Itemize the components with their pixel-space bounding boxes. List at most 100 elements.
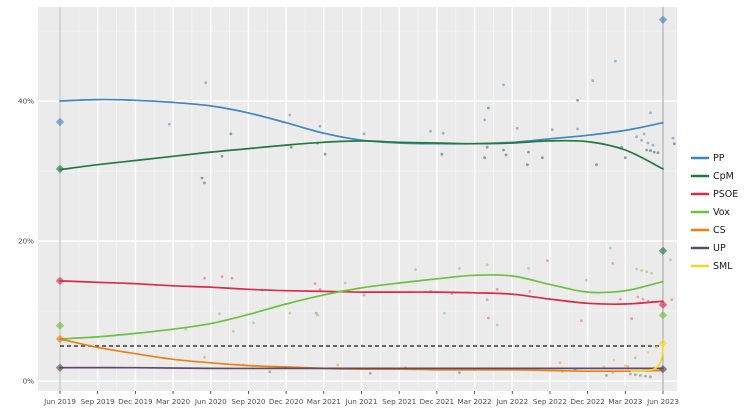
- poll-point-up: [458, 371, 461, 374]
- x-axis-label: Jun 2023: [646, 397, 679, 406]
- x-axis-label: Jun 2022: [495, 397, 528, 406]
- x-axis-label: Mar 2022: [457, 397, 491, 406]
- election-result-cpm-jun-2019: [55, 164, 65, 174]
- poll-point-pp: [651, 143, 655, 147]
- x-axis-label: Sep 2020: [231, 397, 266, 406]
- poll-point-vox: [218, 312, 221, 316]
- poll-point-vox: [584, 278, 588, 282]
- poll-point-pp: [576, 127, 579, 131]
- poll-point-vox: [414, 268, 417, 272]
- poll-point-psoe: [618, 297, 622, 301]
- x-axis-label: Jun 2020: [194, 397, 227, 406]
- poll-point-psoe: [636, 295, 640, 299]
- y-axis-label-20%: 20%: [18, 237, 34, 246]
- poll-point-psoe: [230, 276, 234, 280]
- poll-point-sml: [646, 350, 650, 354]
- poll-point-cpm: [440, 152, 444, 156]
- election-result-cs-jun-2019: [55, 334, 65, 344]
- trend-line-up: [59, 366, 664, 370]
- x-axis-label: Dec 2019: [118, 397, 153, 406]
- poll-point-vox: [650, 271, 654, 275]
- poll-point-psoe: [495, 287, 499, 291]
- poll-point-cpm: [649, 149, 652, 153]
- poll-point-cpm: [652, 150, 656, 154]
- poll-point-up: [638, 374, 642, 377]
- election-result-sml-jun-2023: [658, 339, 668, 348]
- y-axis-label-40%: 40%: [18, 97, 34, 106]
- plot-background: [38, 7, 677, 391]
- poll-point-up: [633, 373, 637, 377]
- poll-point-psoe: [318, 287, 322, 291]
- poll-point-pp: [613, 59, 617, 63]
- poll-point-psoe: [485, 298, 489, 302]
- poll-point-pp: [640, 138, 644, 142]
- poll-point-cpm: [527, 150, 530, 154]
- poll-point-vox: [608, 246, 612, 250]
- legend-label-cs: CS: [713, 225, 726, 236]
- election-result-vox-jun-2023: [658, 311, 668, 320]
- poll-point-cpm: [229, 132, 233, 136]
- election-result-psoe-jun-2019: [55, 276, 65, 286]
- poll-point-pp: [288, 113, 292, 117]
- poll-point-psoe: [630, 317, 633, 321]
- election-result-up-jun-2019: [55, 363, 65, 372]
- poll-point-psoe: [486, 316, 490, 320]
- legend-label-up: UP: [713, 243, 726, 254]
- poll-point-pp: [441, 131, 445, 135]
- election-result-pp-jun-2023: [658, 15, 668, 24]
- poll-point-up: [644, 374, 647, 378]
- poll-point-vox: [640, 269, 644, 272]
- poll-point-cpm: [504, 153, 508, 157]
- poll-point-cpm: [623, 156, 627, 160]
- poll-point-cpm: [645, 148, 649, 152]
- poll-point-psoe: [546, 259, 549, 262]
- poll-point-up: [649, 375, 652, 379]
- poll-point-pp: [362, 132, 366, 136]
- legend-label-sml: SML: [713, 261, 733, 272]
- poll-point-cpm: [485, 145, 489, 149]
- x-axis-label: Mar 2021: [307, 397, 341, 406]
- poll-point-vox: [669, 258, 672, 262]
- poll-point-pp: [318, 124, 322, 128]
- election-result-psoe-jun-2023: [658, 300, 668, 309]
- x-axis-label: Jun 2019: [43, 397, 76, 406]
- poll-point-psoe: [528, 290, 532, 293]
- legend-label-psoe: PSOE: [713, 189, 738, 200]
- x-axis-label: Dec 2021: [420, 397, 455, 406]
- trend-line-sml: [630, 342, 664, 373]
- poll-point-cpm: [541, 156, 544, 160]
- poll-point-sml: [623, 364, 627, 367]
- poll-point-cpm: [200, 176, 204, 180]
- x-axis-label: Dec 2022: [570, 397, 605, 406]
- poll-point-psoe: [220, 275, 224, 279]
- poll-point-psoe: [362, 293, 366, 297]
- poll-point-pp: [429, 129, 432, 133]
- poll-point-psoe: [670, 298, 674, 302]
- poll-point-psoe: [641, 297, 645, 301]
- poll-point-cpm: [323, 152, 327, 156]
- poll-point-cpm: [486, 106, 490, 110]
- poll-point-vox: [316, 313, 319, 317]
- poll-point-cpm: [483, 156, 487, 160]
- election-result-pp-jun-2019: [55, 117, 65, 127]
- election-result-cpm-jun-2023: [658, 246, 668, 255]
- x-axis-label: Sep 2019: [81, 397, 116, 406]
- poll-point-pp: [502, 83, 505, 87]
- poll-point-sml: [612, 358, 616, 362]
- poll-point-up: [628, 372, 632, 376]
- poll-point-cpm: [525, 163, 529, 167]
- trend-line-vox: [59, 274, 664, 340]
- x-axis-label: Dec 2020: [269, 397, 304, 406]
- poll-point-up: [605, 374, 608, 377]
- poll-point-pp: [635, 135, 639, 139]
- poll-point-pp: [551, 128, 554, 132]
- poll-point-vox: [252, 321, 255, 325]
- poll-point-pp: [167, 122, 171, 126]
- poll-point-vox: [343, 281, 347, 285]
- poll-point-vox: [527, 266, 530, 270]
- poll-point-psoe: [203, 276, 206, 280]
- poll-point-cpm: [672, 142, 676, 146]
- poll-point-vox: [443, 311, 446, 315]
- x-axis-label: Mar 2020: [156, 397, 191, 406]
